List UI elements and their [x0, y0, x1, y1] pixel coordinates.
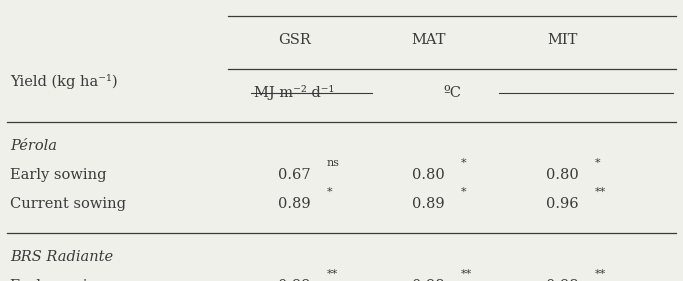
Text: MJ m⁻² d⁻¹: MJ m⁻² d⁻¹ [255, 85, 335, 100]
Text: MAT: MAT [411, 33, 446, 47]
Text: Early sowing: Early sowing [10, 168, 107, 182]
Text: Pérola: Pérola [10, 139, 57, 153]
Text: 0.67: 0.67 [279, 168, 311, 182]
Text: 0.96: 0.96 [546, 197, 579, 211]
Text: 0.98: 0.98 [413, 279, 445, 281]
Text: Yield (kg ha⁻¹): Yield (kg ha⁻¹) [10, 74, 117, 89]
Text: **: ** [594, 269, 606, 279]
Text: GSR: GSR [278, 33, 311, 47]
Text: 0.98: 0.98 [546, 279, 579, 281]
Text: **: ** [326, 269, 338, 279]
Text: *: * [460, 158, 466, 168]
Text: 0.89: 0.89 [413, 197, 445, 211]
Text: ºC: ºC [443, 86, 461, 100]
Text: 0.80: 0.80 [412, 168, 445, 182]
Text: *: * [460, 187, 466, 197]
Text: BRS Radiante: BRS Radiante [10, 250, 113, 264]
Text: 0.89: 0.89 [279, 197, 311, 211]
Text: Current sowing: Current sowing [10, 197, 126, 211]
Text: *: * [326, 187, 333, 197]
Text: MIT: MIT [547, 33, 578, 47]
Text: ns: ns [326, 158, 339, 168]
Text: 0.99: 0.99 [279, 279, 311, 281]
Text: **: ** [460, 269, 472, 279]
Text: 0.80: 0.80 [546, 168, 579, 182]
Text: Early sowing: Early sowing [10, 279, 107, 281]
Text: *: * [594, 158, 600, 168]
Text: **: ** [594, 187, 606, 197]
